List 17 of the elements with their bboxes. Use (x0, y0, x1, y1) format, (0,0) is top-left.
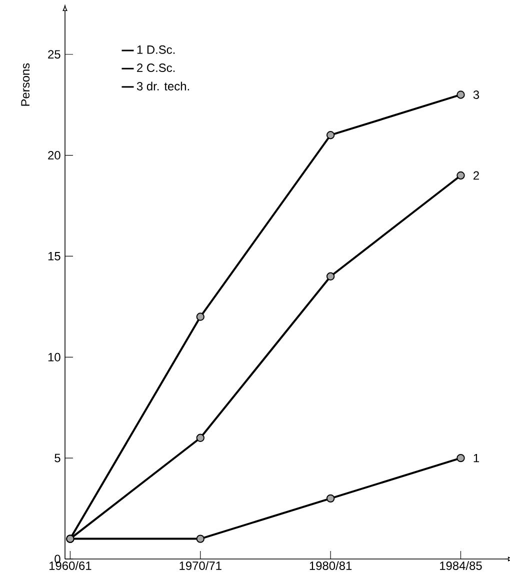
legend-label: 2 C.Sc. (137, 64, 175, 72)
y-tick-label: 15 (48, 252, 60, 260)
y-tick-label: 10 (48, 352, 60, 362)
annotation: 1 (474, 454, 479, 462)
y-axis-title: Persons (21, 63, 30, 106)
legend-label: 1 D.Sc. (137, 45, 175, 54)
x-tick-label: 1984/85 (440, 561, 482, 570)
legend-label: 3 dr. tech. (136, 82, 189, 90)
x-tick-label: 1970/71 (180, 561, 222, 570)
y-tick-label: 25 (48, 50, 60, 59)
annotation: 2 (474, 171, 479, 180)
annotation: 3 (473, 90, 480, 99)
y-tick-label: 5 (54, 454, 60, 462)
y-tick-label: 0 (54, 554, 60, 564)
x-tick-label: 1960/61 (50, 561, 92, 570)
x-tick-label: 1980/81 (310, 561, 352, 570)
y-tick-label: 20 (48, 151, 60, 160)
